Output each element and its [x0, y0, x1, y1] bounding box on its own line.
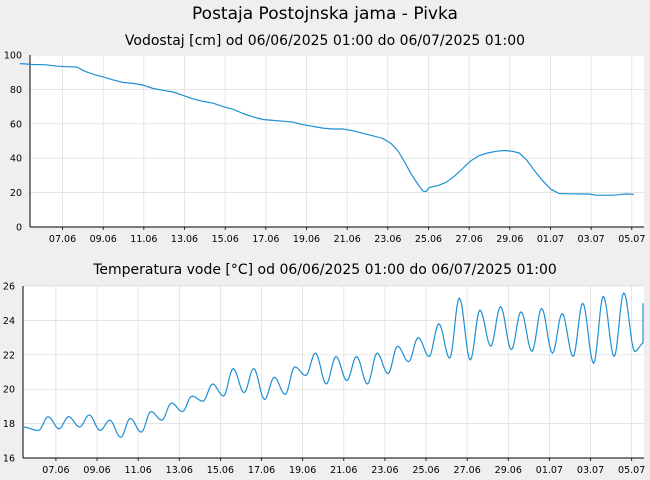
x-tick-label: 09.06: [83, 465, 110, 476]
y-tick-label: 16: [3, 454, 15, 465]
chart-title: Vodostaj [cm] od 06/06/2025 01:00 do 06/…: [125, 33, 525, 49]
plot-area: [30, 55, 644, 227]
page-title: Postaja Postojnska jama - Pivka: [192, 4, 458, 24]
y-tick-label: 100: [4, 51, 22, 62]
series-line-vodostaj: [19, 63, 635, 196]
x-tick-label: 11.06: [130, 234, 157, 245]
y-tick-label: 20: [3, 385, 15, 396]
y-tick-label: 18: [3, 419, 15, 430]
y-tick-label: 80: [10, 85, 22, 96]
chart-2: Temperatura vode [°C] od 06/06/2025 01:0…: [3, 262, 645, 476]
x-tick-label: 17.06: [248, 465, 275, 476]
y-tick-label: 0: [16, 223, 22, 234]
x-tick-label: 01.07: [537, 234, 564, 245]
x-tick-label: 11.06: [125, 465, 152, 476]
x-tick-label: 05.07: [618, 234, 645, 245]
y-tick-label: 40: [10, 154, 22, 165]
x-tick-label: 23.06: [374, 234, 401, 245]
series-line-temperatura-vode: [22, 292, 644, 438]
x-tick-label: 13.06: [166, 465, 193, 476]
y-tick-label: 60: [10, 119, 22, 130]
y-tick-label: 26: [3, 282, 15, 293]
x-tick-label: 03.07: [577, 465, 604, 476]
x-tick-label: 29.06: [496, 234, 523, 245]
plot-area: [23, 286, 644, 458]
chart-1: Vodostaj [cm] od 06/06/2025 01:00 do 06/…: [4, 33, 646, 245]
x-tick-label: 15.06: [212, 234, 239, 245]
x-tick-label: 17.06: [252, 234, 279, 245]
x-tick-label: 07.06: [49, 234, 76, 245]
x-tick-label: 13.06: [171, 234, 198, 245]
chart-title: Temperatura vode [°C] od 06/06/2025 01:0…: [92, 262, 557, 278]
x-tick-label: 19.06: [289, 465, 316, 476]
x-tick-label: 25.06: [412, 465, 439, 476]
x-tick-label: 05.07: [618, 465, 645, 476]
y-tick-label: 24: [3, 316, 15, 327]
y-tick-label: 22: [3, 350, 15, 361]
x-tick-label: 09.06: [90, 234, 117, 245]
x-tick-label: 21.06: [334, 234, 361, 245]
x-tick-label: 03.07: [578, 234, 605, 245]
x-tick-label: 25.06: [415, 234, 442, 245]
x-tick-label: 29.06: [495, 465, 522, 476]
x-tick-label: 01.07: [536, 465, 563, 476]
x-tick-label: 07.06: [42, 465, 69, 476]
x-tick-label: 23.06: [371, 465, 398, 476]
y-tick-label: 20: [10, 188, 22, 199]
x-tick-label: 19.06: [293, 234, 320, 245]
x-tick-label: 21.06: [330, 465, 357, 476]
x-tick-label: 15.06: [207, 465, 234, 476]
x-tick-label: 27.06: [454, 465, 481, 476]
x-tick-label: 27.06: [456, 234, 483, 245]
